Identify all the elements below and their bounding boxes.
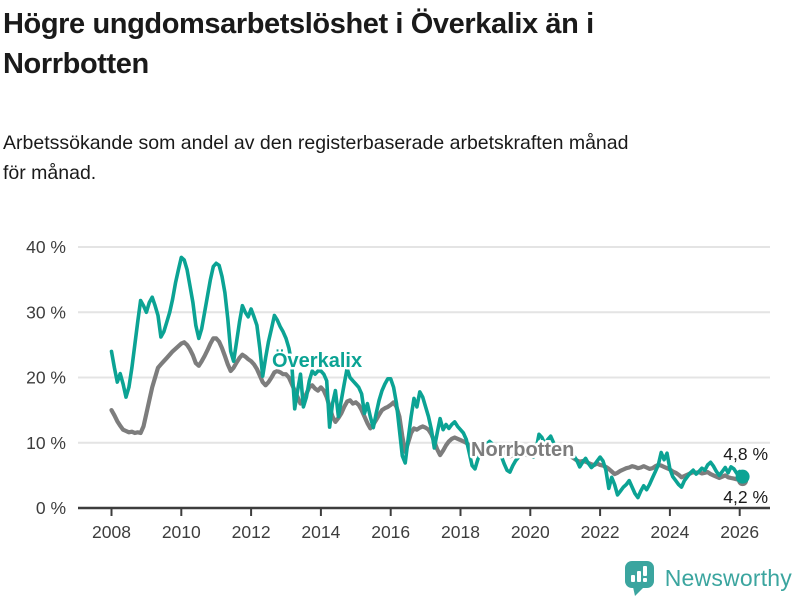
- x-tick-label: 2016: [371, 522, 410, 542]
- x-tick-label: 2020: [511, 522, 550, 542]
- page-subtitle-line1: Arbetssökande som andel av den registerb…: [3, 132, 629, 154]
- x-tick-label: 2010: [162, 522, 201, 542]
- end-value-label-överkalix: 4,8 %: [723, 444, 768, 464]
- brand-footer: Newsworthy: [624, 560, 792, 596]
- x-tick-label: 2026: [720, 522, 759, 542]
- x-tick-label: 2008: [92, 522, 131, 542]
- y-tick-label: 0 %: [36, 498, 66, 518]
- line-norrbotten: [109, 336, 745, 483]
- end-dot-överkalix: [735, 469, 750, 484]
- series-label-norrbotten: Norrbotten: [471, 439, 574, 461]
- page-subtitle-line2: för månad.: [3, 162, 97, 185]
- y-tick-label: 20 %: [26, 368, 66, 388]
- line-överkalix: [109, 255, 745, 500]
- x-tick-label: 2012: [232, 522, 271, 542]
- y-tick-label: 10 %: [26, 433, 66, 453]
- page-title: Högre ungdomsarbetslöshet i Överkalix än…: [3, 4, 703, 84]
- x-tick-label: 2014: [301, 522, 340, 542]
- page-title-line1: Högre ungdomsarbetslöshet i Överkalix än…: [3, 8, 594, 40]
- end-value-label-norrbotten: 4,2 %: [723, 487, 768, 507]
- page-title-line2: Norrbotten: [3, 48, 149, 81]
- page-subtitle: Arbetssökande som andel av den registerb…: [3, 128, 763, 188]
- brand-name: Newsworthy: [664, 564, 792, 591]
- x-tick-label: 2024: [650, 522, 689, 542]
- series-label-överkalix: Överkalix: [272, 349, 362, 372]
- y-tick-label: 30 %: [26, 302, 66, 322]
- x-tick-label: 2022: [581, 522, 620, 542]
- y-tick-label: 40 %: [26, 237, 66, 257]
- newsworthy-logo-icon: [624, 560, 656, 596]
- x-tick-label: 2018: [441, 522, 480, 542]
